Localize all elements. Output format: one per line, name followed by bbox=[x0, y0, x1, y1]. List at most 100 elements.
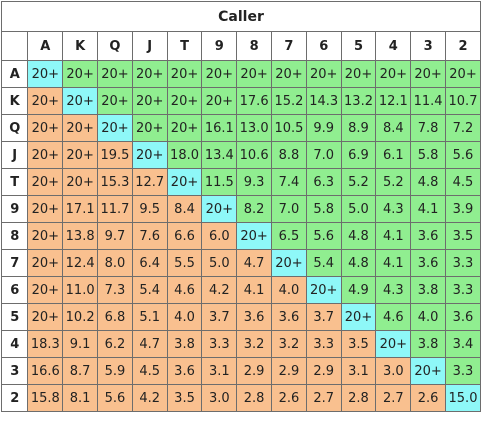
table-cell: 13.0 bbox=[236, 114, 273, 142]
table-cell: 5.9 bbox=[97, 357, 133, 385]
table-cell: 4.0 bbox=[166, 303, 203, 331]
table-cell: 6.6 bbox=[166, 222, 203, 250]
table-cell: 3.0 bbox=[201, 384, 238, 412]
table-cell: 4.6 bbox=[375, 303, 412, 331]
table-cell: 20+ bbox=[410, 60, 446, 88]
table-cell: 20+ bbox=[201, 195, 238, 223]
table-cell: 20+ bbox=[340, 303, 377, 331]
table-cell: 7.0 bbox=[305, 141, 342, 169]
table-cell: 3.2 bbox=[236, 330, 273, 358]
table-cell: 4.1 bbox=[410, 195, 446, 223]
table-cell: 3.3 bbox=[445, 357, 481, 385]
table-cell: 3.1 bbox=[201, 357, 238, 385]
table-cell: 2.7 bbox=[375, 384, 412, 412]
table-cell: 12.4 bbox=[62, 249, 99, 277]
table-cell: 20+ bbox=[62, 87, 99, 115]
table-cell: 20+ bbox=[201, 87, 238, 115]
table-cell: 8.7 bbox=[62, 357, 99, 385]
table-cell: 20+ bbox=[27, 195, 64, 223]
table-cell: 5.2 bbox=[375, 168, 412, 196]
row-header: 4 bbox=[0, 330, 29, 358]
table-cell: 2.6 bbox=[410, 384, 446, 412]
table-cell: 20+ bbox=[97, 87, 133, 115]
table-cell: 20+ bbox=[375, 60, 412, 88]
table-row: 8 20+ 13.8 9.7 7.6 6.6 6.0 20+ 6.5 5.6 4.8 4.1 3.6 3.… bbox=[0, 222, 481, 250]
row-header: T bbox=[0, 168, 29, 196]
table-cell: 8.4 bbox=[375, 114, 412, 142]
table-cell: 2.9 bbox=[305, 357, 342, 385]
table-cell: 5.8 bbox=[410, 141, 446, 169]
table-cell: 20+ bbox=[375, 330, 412, 358]
table-cell: 3.3 bbox=[445, 276, 481, 304]
table-cell: 5.4 bbox=[131, 276, 168, 304]
table-cell: 4.7 bbox=[131, 330, 168, 358]
table-cell: 5.5 bbox=[166, 249, 203, 277]
table-cell: 15.2 bbox=[271, 87, 307, 115]
table-cell: 20+ bbox=[410, 357, 446, 385]
table-cell: 7.0 bbox=[271, 195, 307, 223]
table-cell: 20+ bbox=[271, 60, 307, 88]
row-header: 3 bbox=[0, 357, 29, 385]
table-cell: 20+ bbox=[27, 249, 64, 277]
table-cell: 3.6 bbox=[166, 357, 203, 385]
table-cell: 5.0 bbox=[340, 195, 377, 223]
table-cell: 9.7 bbox=[97, 222, 133, 250]
table-cell: 12.7 bbox=[131, 168, 168, 196]
table-cell: 3.8 bbox=[410, 276, 446, 304]
column-header: J bbox=[131, 31, 168, 61]
column-header: 5 bbox=[340, 31, 377, 61]
table-cell: 5.6 bbox=[97, 384, 133, 412]
table-cell: 16.1 bbox=[201, 114, 238, 142]
table-cell: 3.5 bbox=[166, 384, 203, 412]
row-header: Q bbox=[0, 114, 29, 142]
column-header: K bbox=[62, 31, 99, 61]
table-row: 9 20+ 17.1 11.7 9.5 8.4 20+ 8.2 7.0 5.8 5.0 4.3 4.1 3… bbox=[0, 195, 481, 223]
table-row: 5 20+ 10.2 6.8 5.1 4.0 3.7 3.6 3.6 3.7 20+ 4.6 4.0 3.… bbox=[0, 303, 481, 331]
table-cell: 3.4 bbox=[445, 330, 481, 358]
table-cell: 2.9 bbox=[236, 357, 273, 385]
table-cell: 8.0 bbox=[97, 249, 133, 277]
table-cell: 20+ bbox=[62, 114, 99, 142]
column-header: T bbox=[166, 31, 203, 61]
table-cell: 9.1 bbox=[62, 330, 99, 358]
table-row: 3 16.6 8.7 5.9 4.5 3.6 3.1 2.9 2.9 2.9 3.1 3.0 20+ 3.… bbox=[0, 357, 481, 385]
table-cell: 10.6 bbox=[236, 141, 273, 169]
table-cell: 5.6 bbox=[305, 222, 342, 250]
table-cell: 3.6 bbox=[271, 303, 307, 331]
table-cell: 13.8 bbox=[62, 222, 99, 250]
column-header: 6 bbox=[305, 31, 342, 61]
table-cell: 3.7 bbox=[201, 303, 238, 331]
table-cell: 4.1 bbox=[375, 249, 412, 277]
table-row: T 20+ 20+ 15.3 12.7 20+ 11.5 9.3 7.4 6.3 5.2 5.2 4.8… bbox=[0, 168, 481, 196]
table-cell: 20+ bbox=[166, 60, 203, 88]
table-cell: 3.3 bbox=[201, 330, 238, 358]
table-cell: 20+ bbox=[131, 141, 168, 169]
table-cell: 20+ bbox=[131, 114, 168, 142]
table-cell: 20+ bbox=[27, 222, 64, 250]
table-row: A 20+ 20+ 20+ 20+ 20+ 20+ 20+ 20+ 20+ 20+ 20+ 20+ 20+ bbox=[0, 60, 481, 88]
column-header: 8 bbox=[236, 31, 273, 61]
table-cell: 2.8 bbox=[340, 384, 377, 412]
table-cell: 3.1 bbox=[340, 357, 377, 385]
table-cell: 10.2 bbox=[62, 303, 99, 331]
table-cell: 4.5 bbox=[131, 357, 168, 385]
table-cell: 10.5 bbox=[271, 114, 307, 142]
table-cell: 4.6 bbox=[166, 276, 203, 304]
table-cell: 3.3 bbox=[445, 249, 481, 277]
table-body: A 20+ 20+ 20+ 20+ 20+ 20+ 20+ 20+ 20+ 20+ 20+ 20+ 20+… bbox=[0, 60, 481, 412]
row-header: 2 bbox=[0, 384, 29, 412]
table-cell: 20+ bbox=[131, 87, 168, 115]
table-cell: 3.5 bbox=[340, 330, 377, 358]
table-cell: 8.1 bbox=[62, 384, 99, 412]
table-cell: 8.8 bbox=[271, 141, 307, 169]
column-header: 3 bbox=[410, 31, 446, 61]
table-cell: 7.8 bbox=[410, 114, 446, 142]
table-cell: 14.3 bbox=[305, 87, 342, 115]
table-cell: 2.8 bbox=[236, 384, 273, 412]
table-cell: 3.7 bbox=[305, 303, 342, 331]
table-cell: 4.1 bbox=[236, 276, 273, 304]
table-cell: 11.5 bbox=[201, 168, 238, 196]
table-cell: 20+ bbox=[166, 168, 203, 196]
table-cell: 6.5 bbox=[271, 222, 307, 250]
